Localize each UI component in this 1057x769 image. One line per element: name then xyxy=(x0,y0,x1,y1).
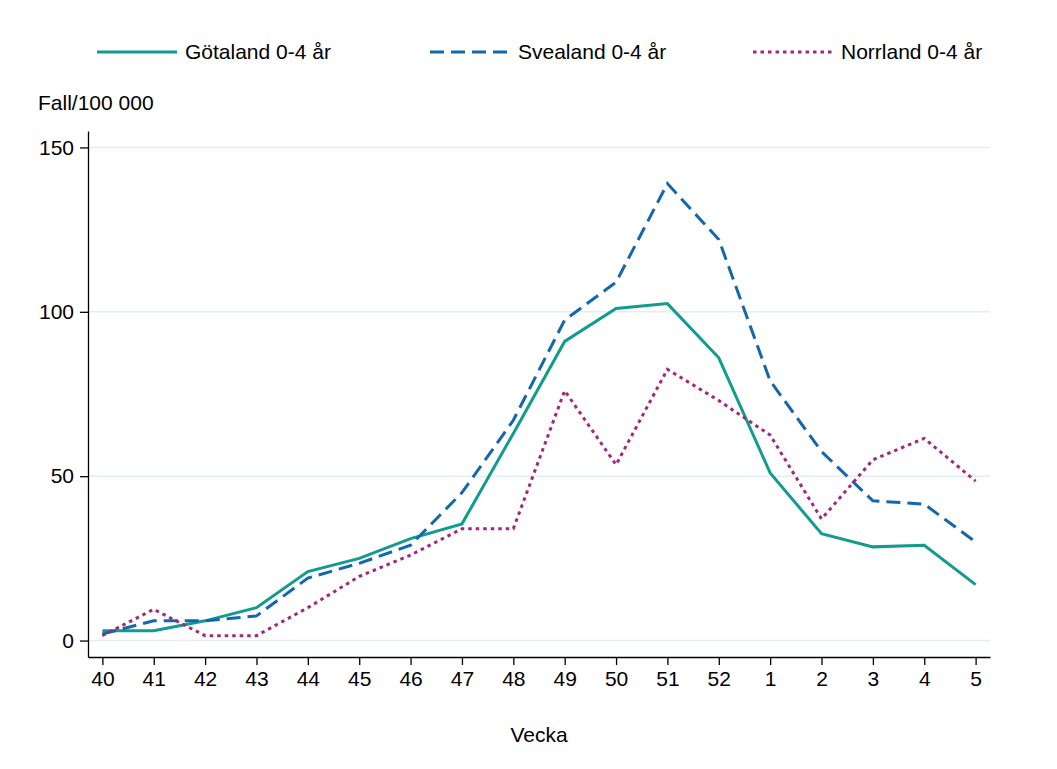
legend-label: Svealand 0-4 år xyxy=(518,40,666,63)
y-tick: 0 xyxy=(62,629,88,652)
x-tick-mark xyxy=(924,657,925,665)
x-tick-label: 48 xyxy=(502,667,525,690)
y-tick-mark xyxy=(80,147,88,148)
x-tick-mark xyxy=(719,657,720,665)
x-tick-label: 50 xyxy=(605,667,628,690)
legend-swatch xyxy=(97,51,177,54)
x-tick: 40 xyxy=(91,657,114,690)
x-tick-label: 1 xyxy=(765,667,777,690)
plot-area xyxy=(102,184,975,636)
y-axis: 0 50 100 150 xyxy=(39,132,89,658)
x-tick: 48 xyxy=(502,657,525,690)
x-tick-mark xyxy=(770,657,771,665)
legend-label: Götaland 0-4 år xyxy=(185,40,331,63)
series-line xyxy=(102,304,975,631)
x-tick-mark xyxy=(667,657,668,665)
x-tick-label: 51 xyxy=(656,667,679,690)
y-axis-title: Fall/100 000 xyxy=(38,91,154,114)
x-tick-mark xyxy=(821,657,822,665)
legend: Götaland 0-4 år Svealand 0-4 år Norrland 0… xyxy=(97,40,982,63)
x-tick: 41 xyxy=(143,657,166,690)
grid-line xyxy=(88,475,990,477)
x-tick-mark xyxy=(410,657,411,665)
grid xyxy=(88,147,990,640)
y-tick-label: 100 xyxy=(39,300,74,323)
x-tick-label: 46 xyxy=(399,667,422,690)
x-axis-line xyxy=(89,657,991,658)
x-tick-label: 40 xyxy=(91,667,114,690)
x-tick-mark xyxy=(565,657,566,665)
x-tick-label: 41 xyxy=(143,667,166,690)
x-tick: 52 xyxy=(708,657,731,690)
y-tick: 150 xyxy=(39,136,88,159)
x-tick-label: 45 xyxy=(348,667,371,690)
x-tick: 5 xyxy=(970,657,982,690)
x-axis: 4041424344454647484950515212345 xyxy=(89,657,991,690)
x-tick-mark xyxy=(205,657,206,665)
y-tick: 100 xyxy=(39,300,88,323)
x-tick: 51 xyxy=(656,657,679,690)
legend-label: Norrland 0-4 år xyxy=(841,40,982,63)
y-tick-label: 0 xyxy=(62,629,74,652)
x-tick-mark xyxy=(975,657,976,665)
x-tick: 50 xyxy=(605,657,628,690)
x-tick: 49 xyxy=(554,657,577,690)
grid-line xyxy=(88,147,990,149)
x-tick: 2 xyxy=(816,657,828,690)
legend-swatch xyxy=(430,51,510,54)
x-tick-mark xyxy=(616,657,617,665)
x-tick-mark xyxy=(256,657,257,665)
x-tick: 47 xyxy=(451,657,474,690)
x-tick-label: 2 xyxy=(816,667,828,690)
x-tick-mark xyxy=(359,657,360,665)
x-tick-mark xyxy=(462,657,463,665)
x-tick: 44 xyxy=(297,657,321,690)
grid-line xyxy=(88,311,990,313)
y-tick-label: 150 xyxy=(39,136,74,159)
x-tick-label: 47 xyxy=(451,667,474,690)
x-tick-label: 4 xyxy=(919,667,931,690)
x-axis-title: Vecka xyxy=(510,723,568,746)
legend-swatch xyxy=(753,51,833,54)
x-tick: 45 xyxy=(348,657,371,690)
y-tick-mark xyxy=(80,476,88,477)
x-tick-mark xyxy=(513,657,514,665)
y-axis-line xyxy=(88,132,89,658)
x-tick-mark xyxy=(154,657,155,665)
x-tick-label: 52 xyxy=(708,667,731,690)
chart: 0501001504041424344454647484950515212345… xyxy=(0,0,1057,769)
x-tick: 42 xyxy=(194,657,217,690)
x-tick-label: 49 xyxy=(554,667,577,690)
y-tick: 50 xyxy=(51,464,88,487)
x-tick: 1 xyxy=(765,657,777,690)
y-tick-mark xyxy=(80,640,88,641)
x-tick: 3 xyxy=(868,657,880,690)
x-tick: 4 xyxy=(919,657,931,690)
y-tick-label: 50 xyxy=(51,464,74,487)
x-tick-mark xyxy=(308,657,309,665)
x-tick-label: 5 xyxy=(970,667,982,690)
series-line xyxy=(102,369,975,635)
x-tick-label: 44 xyxy=(297,667,321,690)
x-tick-mark xyxy=(873,657,874,665)
x-tick-label: 42 xyxy=(194,667,217,690)
x-tick: 43 xyxy=(245,657,268,690)
x-tick-label: 43 xyxy=(245,667,268,690)
grid-line xyxy=(88,640,990,642)
series-line xyxy=(102,184,975,634)
y-tick-mark xyxy=(80,312,88,313)
x-tick: 46 xyxy=(399,657,422,690)
x-tick-mark xyxy=(102,657,103,665)
x-tick-label: 3 xyxy=(868,667,880,690)
